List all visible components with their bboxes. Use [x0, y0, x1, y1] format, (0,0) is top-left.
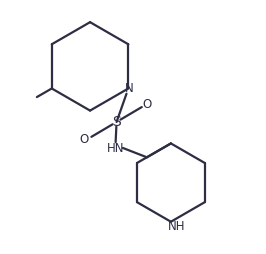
- Text: O: O: [143, 98, 152, 111]
- Text: NH: NH: [168, 220, 185, 233]
- Text: S: S: [112, 115, 121, 129]
- Text: HN: HN: [107, 142, 124, 155]
- Text: O: O: [80, 133, 89, 146]
- Text: N: N: [125, 82, 134, 95]
